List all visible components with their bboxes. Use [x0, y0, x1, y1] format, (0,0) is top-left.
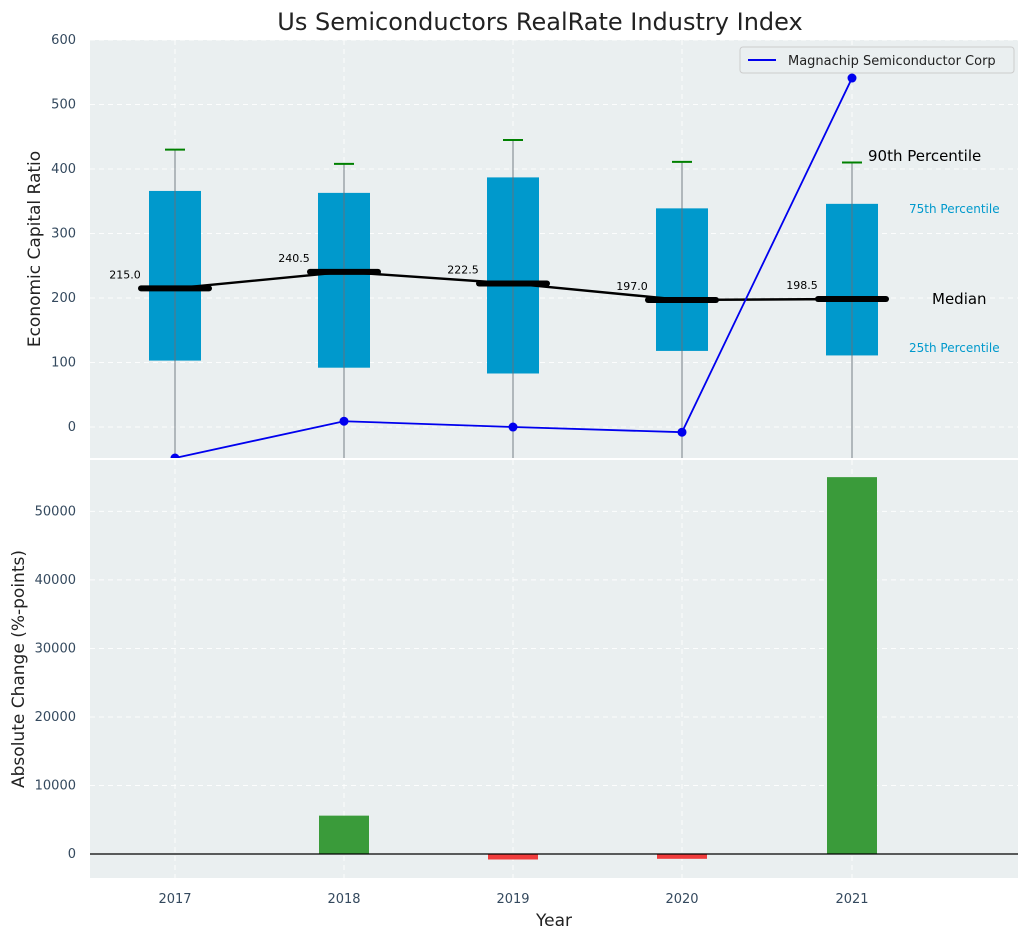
- change-bars: [90, 477, 1018, 860]
- y-tick-label: 0: [68, 847, 76, 862]
- top-y-axis-label: Economic Capital Ratio: [25, 151, 45, 347]
- x-axis-label: Year: [535, 911, 572, 931]
- series-point: [847, 73, 857, 83]
- legend: Magnachip Semiconductor Corp: [739, 46, 1015, 74]
- chart-title: Us Semiconductors RealRate Industry Inde…: [277, 8, 802, 36]
- median-trend: [174, 270, 853, 302]
- decrease-bar: [488, 854, 538, 860]
- y-tick-label: 0: [68, 420, 76, 435]
- y-tick-label: 50000: [35, 504, 76, 519]
- series-point: [508, 422, 518, 432]
- increase-bar: [827, 477, 877, 855]
- median-value-label: 198.5: [786, 279, 818, 292]
- box-plot-y-ticks: 0 100 200 300 400 500 600: [51, 33, 76, 435]
- median-value-labels: 215.0 240.5 222.5 197.0 198.5: [109, 252, 818, 293]
- annotation-median: Median: [932, 290, 987, 308]
- box-group: [138, 138, 889, 458]
- median-value-label: 215.0: [109, 268, 141, 281]
- annotation-90th-percentile: 90th Percentile: [868, 147, 981, 165]
- bar-panel-y-ticks: 0 10000 20000 30000 40000 50000: [35, 504, 76, 862]
- y-tick-label: 20000: [35, 710, 76, 725]
- y-tick-label: 100: [51, 356, 76, 371]
- bottom-y-axis-label: Absolute Change (%-points): [9, 550, 29, 788]
- y-tick-label: 300: [51, 227, 76, 242]
- x-axis-ticks: 2017 2018 2019 2020 2021: [158, 892, 868, 907]
- median-value-label: 240.5: [278, 252, 310, 265]
- y-tick-label: 30000: [35, 641, 76, 656]
- bar-panel-background: [90, 460, 1018, 878]
- annotation-75th-percentile: 75th Percentile: [909, 202, 1000, 216]
- box-plot-background: [90, 40, 1018, 458]
- x-tick-label: 2021: [835, 892, 868, 907]
- legend-box: [739, 46, 1015, 74]
- y-tick-label: 500: [51, 98, 76, 113]
- x-tick-label: 2017: [158, 892, 191, 907]
- y-tick-label: 400: [51, 162, 76, 177]
- x-tick-label: 2018: [327, 892, 360, 907]
- y-tick-label: 10000: [35, 778, 76, 793]
- x-tick-label: 2020: [665, 892, 698, 907]
- series-point: [677, 427, 687, 437]
- y-tick-label: 40000: [35, 573, 76, 588]
- decrease-bar: [657, 854, 707, 859]
- legend-label: Magnachip Semiconductor Corp: [788, 54, 996, 69]
- x-tick-label: 2019: [496, 892, 529, 907]
- median-value-label: 222.5: [447, 264, 479, 277]
- median-value-label: 197.0: [616, 280, 648, 293]
- median-trend-line: [174, 270, 853, 302]
- box-plot-panel: 0 100 200 300 400 500 600 215.0 240.5 222.5 197.0…: [25, 33, 1018, 463]
- series-point: [339, 416, 349, 426]
- y-tick-label: 600: [51, 33, 76, 48]
- increase-bar: [319, 815, 369, 855]
- y-tick-label: 200: [51, 291, 76, 306]
- annotation-25th-percentile: 25th Percentile: [909, 341, 1000, 355]
